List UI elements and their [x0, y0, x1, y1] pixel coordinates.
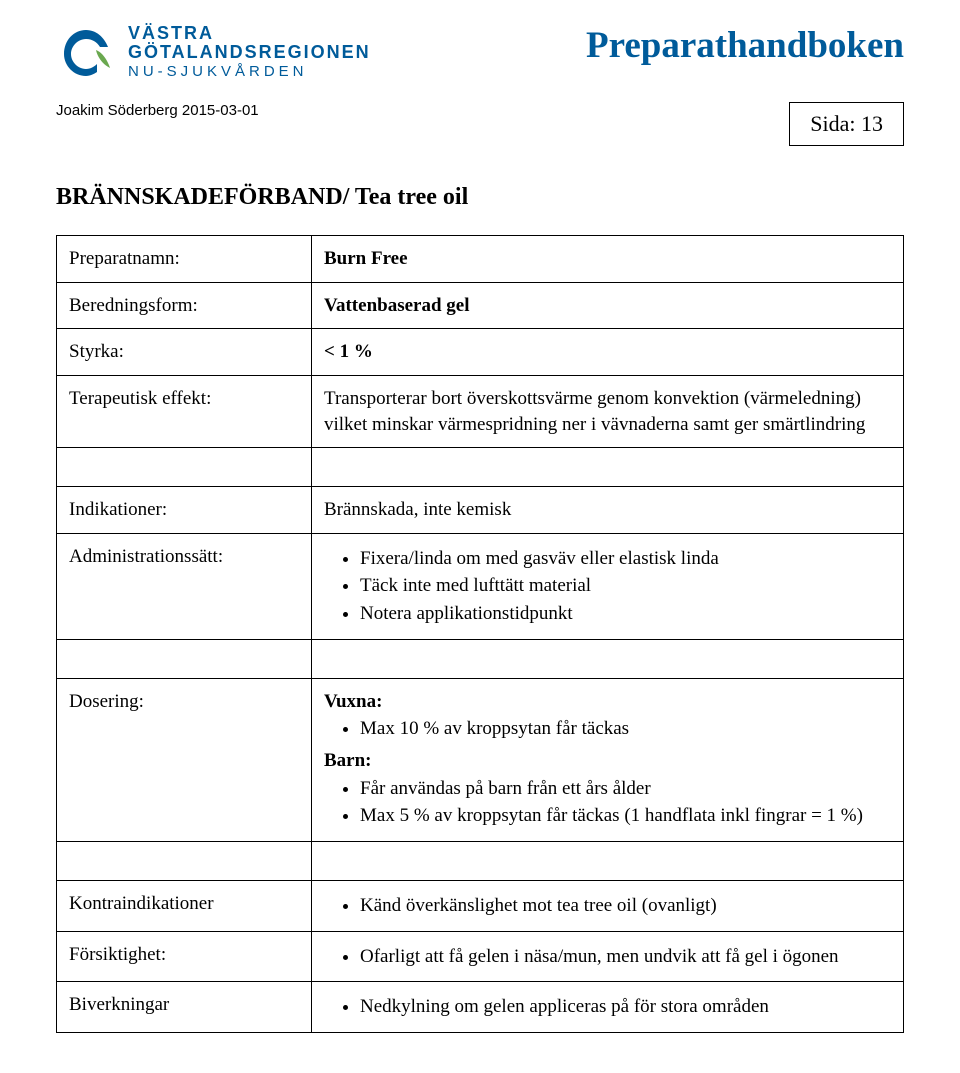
preparation-table: Preparatnamn: Burn Free Beredningsform: … — [56, 235, 904, 1033]
document-title: Preparathandboken — [586, 24, 904, 67]
author-date: Joakim Söderberg 2015-03-01 — [56, 102, 904, 119]
dosering-group-barn: Barn: Får användas på barn från ett års … — [324, 748, 891, 829]
row-preparatnamn: Preparatnamn: Burn Free — [57, 236, 904, 283]
list-item: Max 10 % av kroppsytan får täckas — [360, 716, 891, 742]
brand-line-1: VÄSTRA — [128, 24, 371, 43]
value-beredningsform-text: Vattenbaserad gel — [324, 295, 470, 316]
label-terapeutisk: Terapeutisk effekt: — [57, 375, 312, 447]
row-styrka: Styrka: < 1 % — [57, 329, 904, 376]
brand-logo-text: VÄSTRA GÖTALANDSREGIONEN NU-SJUKVÅRDEN — [128, 24, 371, 80]
row-indikationer: Indikationer: Brännskada, inte kemisk — [57, 487, 904, 534]
spacer-row — [57, 841, 904, 880]
spacer-row — [57, 448, 904, 487]
value-preparatnamn: Burn Free — [312, 236, 904, 283]
brand-logo-icon — [56, 24, 116, 84]
label-dosering: Dosering: — [57, 678, 312, 841]
list-item: Känd överkänslighet mot tea tree oil (ov… — [360, 893, 891, 919]
label-administrationssatt: Administrationssätt: — [57, 533, 312, 639]
row-biverkningar: Biverkningar Nedkylning om gelen applice… — [57, 982, 904, 1033]
label-beredningsform: Beredningsform: — [57, 282, 312, 329]
dosering-heading-vuxna: Vuxna: — [324, 689, 891, 715]
list-item: Nedkylning om gelen appliceras på för st… — [360, 994, 891, 1020]
row-kontraindikationer: Kontraindikationer Känd överkänslighet m… — [57, 880, 904, 931]
label-biverkningar: Biverkningar — [57, 982, 312, 1033]
forsiktighet-list: Ofarligt att få gelen i näsa/mun, men un… — [324, 944, 891, 970]
value-preparatnamn-text: Burn Free — [324, 248, 408, 269]
value-biverkningar: Nedkylning om gelen appliceras på för st… — [312, 982, 904, 1033]
value-indikationer: Brännskada, inte kemisk — [312, 487, 904, 534]
dosering-vuxna-list: Max 10 % av kroppsytan får täckas — [324, 716, 891, 742]
value-kontraindikationer: Känd överkänslighet mot tea tree oil (ov… — [312, 880, 904, 931]
row-administrationssatt: Administrationssätt: Fixera/linda om med… — [57, 533, 904, 639]
row-beredningsform: Beredningsform: Vattenbaserad gel — [57, 282, 904, 329]
label-styrka: Styrka: — [57, 329, 312, 376]
brand-line-2: GÖTALANDSREGIONEN — [128, 43, 371, 62]
kontraindikationer-list: Känd överkänslighet mot tea tree oil (ov… — [324, 893, 891, 919]
brand-line-3: NU-SJUKVÅRDEN — [128, 64, 371, 80]
row-forsiktighet: Försiktighet: Ofarligt att få gelen i nä… — [57, 931, 904, 982]
value-administrationssatt: Fixera/linda om med gasväv eller elastis… — [312, 533, 904, 639]
value-beredningsform: Vattenbaserad gel — [312, 282, 904, 329]
dosering-group-vuxna: Vuxna: Max 10 % av kroppsytan får täckas — [324, 689, 891, 742]
value-terapeutisk: Transporterar bort överskottsvärme genom… — [312, 375, 904, 447]
dosering-barn-list: Får användas på barn från ett års ålder … — [324, 776, 891, 829]
list-item: Max 5 % av kroppsytan får täckas (1 hand… — [360, 803, 891, 829]
document-page: VÄSTRA GÖTALANDSREGIONEN NU-SJUKVÅRDEN P… — [0, 0, 960, 1073]
page-number: Sida: 13 — [789, 102, 904, 146]
list-item: Notera applikationstidpunkt — [360, 601, 891, 627]
dosering-heading-barn: Barn: — [324, 748, 891, 774]
list-item: Ofarligt att få gelen i näsa/mun, men un… — [360, 944, 891, 970]
label-indikationer: Indikationer: — [57, 487, 312, 534]
value-styrka: < 1 % — [312, 329, 904, 376]
page-header: VÄSTRA GÖTALANDSREGIONEN NU-SJUKVÅRDEN P… — [56, 24, 904, 164]
biverkningar-list: Nedkylning om gelen appliceras på för st… — [324, 994, 891, 1020]
section-title: BRÄNNSKADEFÖRBAND/ Tea tree oil — [56, 184, 904, 211]
spacer-row — [57, 639, 904, 678]
list-item: Fixera/linda om med gasväv eller elastis… — [360, 546, 891, 572]
list-item: Täck inte med lufttätt material — [360, 573, 891, 599]
label-kontraindikationer: Kontraindikationer — [57, 880, 312, 931]
row-dosering: Dosering: Vuxna: Max 10 % av kroppsytan … — [57, 678, 904, 841]
value-dosering: Vuxna: Max 10 % av kroppsytan får täckas… — [312, 678, 904, 841]
label-forsiktighet: Försiktighet: — [57, 931, 312, 982]
list-item: Får användas på barn från ett års ålder — [360, 776, 891, 802]
label-preparatnamn: Preparatnamn: — [57, 236, 312, 283]
administrationssatt-list: Fixera/linda om med gasväv eller elastis… — [324, 546, 891, 627]
row-terapeutisk: Terapeutisk effekt: Transporterar bort ö… — [57, 375, 904, 447]
value-forsiktighet: Ofarligt att få gelen i näsa/mun, men un… — [312, 931, 904, 982]
value-styrka-text: < 1 % — [324, 341, 373, 362]
